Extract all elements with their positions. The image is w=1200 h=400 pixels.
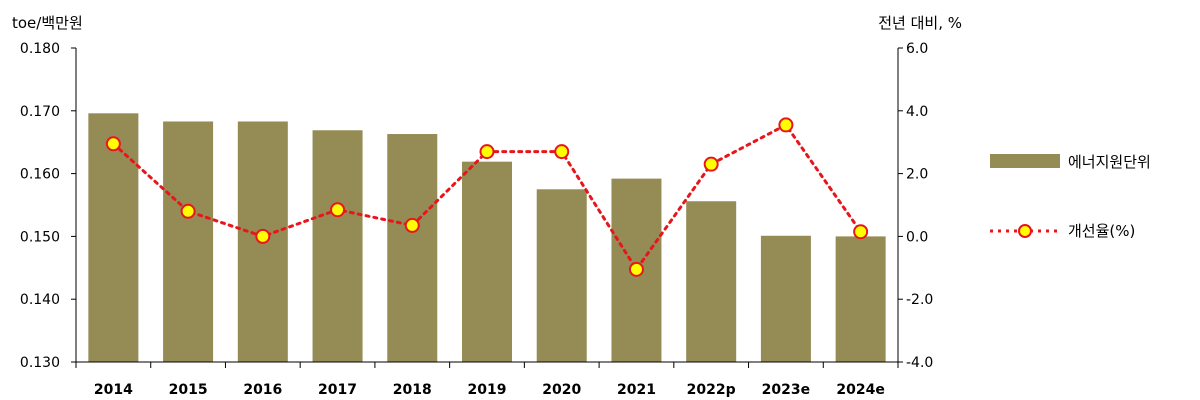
right-tick-label: 6.0: [906, 41, 928, 57]
bar: [163, 121, 214, 362]
x-tick-label: 2015: [169, 382, 208, 398]
line-marker: [778, 117, 794, 133]
x-tick-label: 2023e: [762, 382, 810, 398]
line-marker: [479, 144, 495, 160]
bar: [462, 161, 512, 362]
legend-label-line: 개선율(%): [1068, 222, 1135, 240]
left-tick-label: 0.160: [20, 167, 60, 183]
line-marker: [703, 156, 719, 172]
left-tick-label: 0.170: [20, 104, 60, 120]
bar: [760, 235, 811, 362]
line-marker: [554, 144, 570, 160]
bar: [686, 201, 737, 362]
left-tick-label: 0.180: [20, 41, 60, 57]
line-marker: [105, 136, 121, 152]
legend-swatch-marker: [1018, 224, 1032, 238]
x-tick-label: 2016: [243, 382, 282, 398]
right-tick-label: 2.0: [906, 167, 928, 183]
right-tick-label: -4.0: [906, 355, 933, 371]
line-marker: [255, 228, 271, 244]
right-tick-label: 0.0: [906, 229, 928, 245]
line-marker: [330, 202, 346, 218]
bar: [835, 236, 886, 362]
bars-layer: [88, 113, 886, 362]
bar: [387, 134, 438, 362]
x-tick-label: 2022p: [687, 382, 736, 398]
x-tick-label: 2024e: [836, 382, 884, 398]
axes-layer: 0.130 0.140 0.150 0.160 0.170 0.180 -4.0 -2.0 0.…: [20, 41, 933, 398]
left-tick-label: 0.140: [20, 292, 60, 308]
line-marker: [180, 203, 196, 219]
line-layer: [105, 117, 869, 277]
left-tick-label: 0.130: [20, 355, 60, 371]
legend-swatch-bar: [990, 154, 1060, 168]
bar: [312, 130, 363, 362]
bar: [88, 113, 139, 362]
legend: 에너지원단위 개선율(%): [990, 153, 1151, 240]
bar: [536, 189, 587, 362]
left-axis-unit: toe/백만원: [12, 14, 83, 32]
left-tick-label: 0.150: [20, 229, 60, 245]
line-marker: [404, 217, 420, 233]
x-tick-label: 2019: [468, 382, 507, 398]
right-axis-unit: 전년 대비, %: [878, 14, 962, 32]
right-tick-label: -2.0: [906, 292, 933, 308]
line-marker: [853, 224, 869, 240]
right-tick-label: 4.0: [906, 104, 928, 120]
x-tick-label: 2020: [542, 382, 581, 398]
x-tick-label: 2017: [318, 382, 357, 398]
x-tick-label: 2021: [617, 382, 656, 398]
legend-label-bar: 에너지원단위: [1068, 153, 1151, 171]
x-tick-label: 2014: [94, 382, 133, 398]
x-tick-label: 2018: [393, 382, 432, 398]
line-marker: [628, 261, 644, 277]
